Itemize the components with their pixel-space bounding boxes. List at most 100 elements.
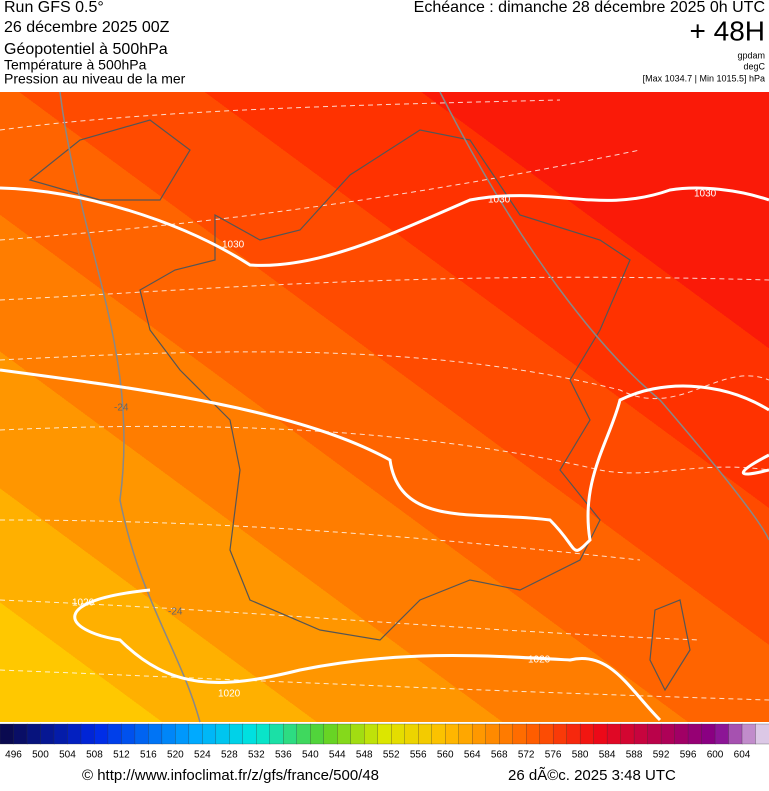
scale-swatch [579,723,595,745]
scale-label: 600 [707,750,724,761]
scale-swatch [687,723,703,745]
scale-swatch [350,723,365,745]
scale-label: 528 [221,750,238,761]
scale-swatch [418,723,433,745]
scale-swatch [472,723,487,745]
contour-labels: 1030 1030 1030 1020 1020 1020 -24 -24 [72,189,717,700]
isobar-label: 1030 [222,240,245,251]
field: Pression au niveau de la mer [4,71,186,87]
scale-swatch [323,723,338,745]
scale-swatch [445,723,460,745]
scale-swatch [391,723,406,745]
scale-label: 584 [599,750,616,761]
scale-label: 580 [572,750,589,761]
scale-label: 588 [626,750,643,761]
pressure-range: [Max 1034.7 | Min 1015.5] hPa [643,73,765,83]
scale-swatch [80,723,96,745]
scale-swatch [310,723,325,745]
scale-label: 544 [329,750,346,761]
run: Run GFS 0.5° [4,0,104,16]
scale-label: 512 [113,750,130,761]
scale-swatch [161,723,177,745]
scale-swatch [94,723,109,745]
isobars [0,186,769,722]
scale-label: 532 [248,750,265,761]
scale-swatch [283,723,298,745]
scale-label: 496 [5,750,22,761]
scale-swatch [107,723,123,745]
scale-swatch [674,723,689,745]
scale-swatch [660,723,676,745]
scale-swatch [620,723,635,745]
scale-swatch [755,723,769,745]
scale-swatch [701,723,716,745]
scale-swatch [526,723,541,745]
header: Run GFS 0.5° 26 décembre 2025 00Z Géopot… [4,0,766,87]
timestamp: 26 dÃ©c. 2025 3:48 UTC [508,767,676,784]
isobar-label: 1020 [218,689,241,700]
scale-label: 592 [653,750,670,761]
scale-swatch [242,723,257,745]
scale-label: 536 [275,750,292,761]
scale-label: 500 [32,750,49,761]
footer: © http://www.infoclimat.fr/z/gfs/france/… [82,767,676,784]
borders [28,119,691,692]
scale-swatch [728,723,743,745]
field: Géopotentiel à 500hPa [4,41,168,58]
scale-swatch [458,723,473,745]
scale-label: 520 [167,750,184,761]
isotherm-label: -24 [114,403,129,414]
scale-swatch [512,723,527,745]
scale-swatch [67,723,82,745]
scale-swatch [202,723,217,745]
lead-time: + 48H [690,15,766,46]
scale-label: 604 [734,750,751,761]
unit: degC [743,61,765,71]
scale-swatch [134,723,150,745]
scale-swatch [606,723,622,745]
scale-label: 552 [383,750,400,761]
scale-swatch [539,723,554,745]
valid-time: Echéance : dimanche 28 décembre 2025 0h … [414,0,765,16]
scale-swatch [633,723,649,745]
scale-swatch [647,723,662,745]
scale-swatch [26,723,42,745]
scale-label: 568 [491,750,508,761]
scale-swatch [175,723,190,745]
scale-label: 556 [410,750,427,761]
scale-swatch [552,723,568,745]
scale-swatch [296,723,311,745]
isotherms [59,91,769,723]
scale-swatch [593,723,608,745]
scale-swatch [499,723,514,745]
scale-label: 548 [356,750,373,761]
scale-swatch [377,723,392,745]
scale-swatch [121,723,136,745]
scale-swatch [566,723,581,745]
scale-label: 572 [518,750,535,761]
scale-label: 540 [302,750,319,761]
scale-swatch [364,723,379,745]
scale-swatch [40,723,55,745]
scale-swatch [337,723,352,745]
scale-swatch [431,723,446,745]
isobar-label: 1030 [488,195,511,206]
scale-swatch [53,723,69,745]
scale-swatch [714,723,730,745]
scale-label: 564 [464,750,481,761]
scale-swatch [269,723,284,745]
unit: gpdam [737,50,765,60]
isobar-label: 1020 [72,598,95,609]
scale-label: 524 [194,750,211,761]
scale-swatch [0,723,15,745]
color-scale: 496 500 504 508 512 516 520 524 528 532 536 540 544 5… [0,723,769,761]
scale-label: 560 [437,750,454,761]
scale-swatch [229,723,244,745]
source: © http://www.infoclimat.fr/z/gfs/france/… [82,767,379,784]
scale-label: 596 [680,750,697,761]
isobar-label: 1020 [528,655,551,666]
map: 1030 1030 1030 1020 1020 1020 -24 -24 [0,91,769,723]
scale-swatch [215,723,231,745]
